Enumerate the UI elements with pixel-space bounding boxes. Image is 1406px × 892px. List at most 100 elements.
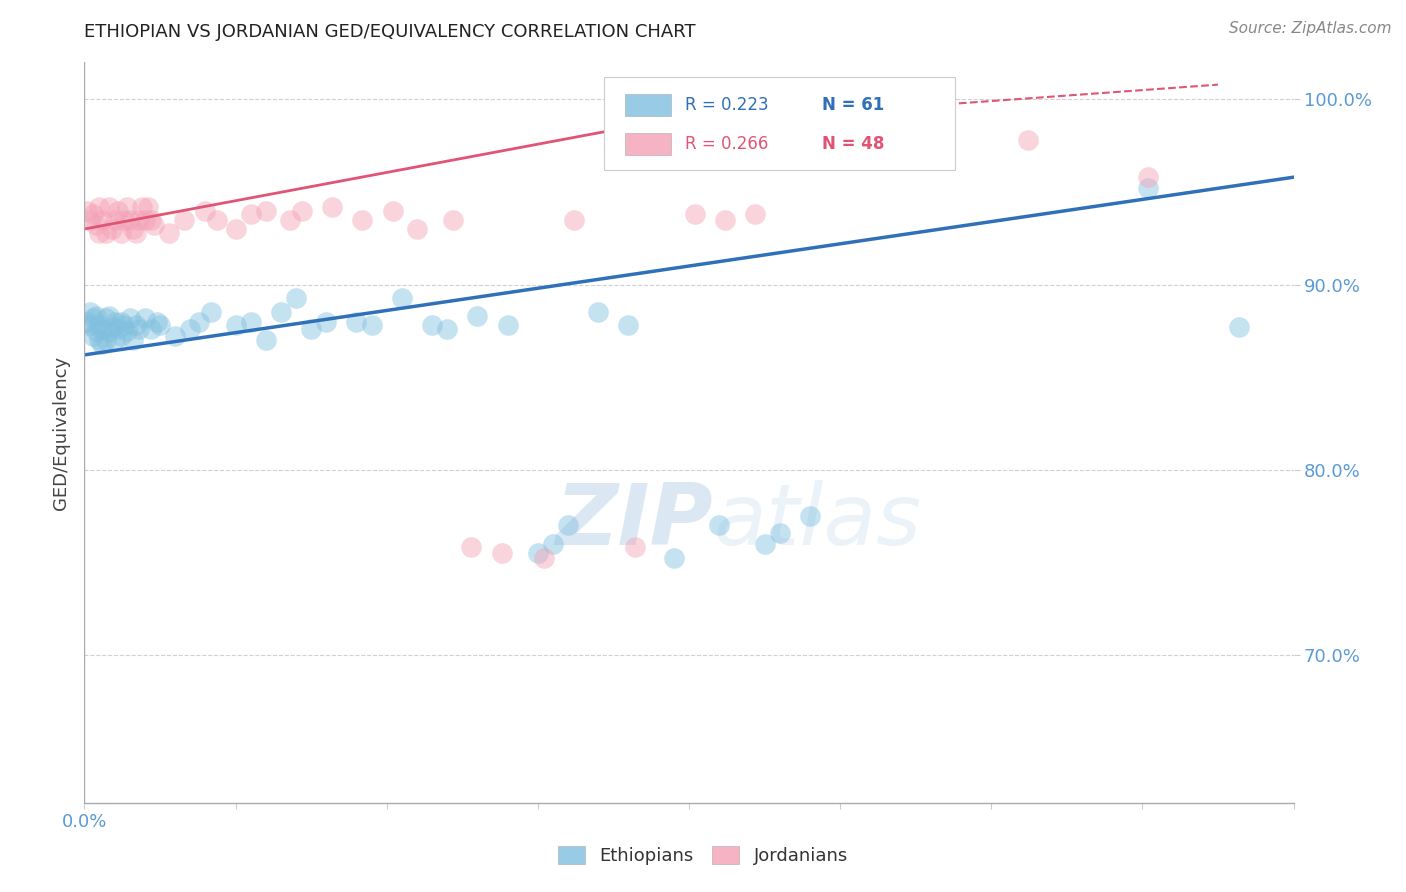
- Point: [104, 333, 127, 347]
- Point: [107, 322, 129, 336]
- Point: [157, 226, 180, 240]
- Point: [121, 333, 143, 347]
- Point: [94, 333, 117, 347]
- Text: R = 0.266: R = 0.266: [685, 135, 769, 153]
- Text: N = 61: N = 61: [823, 96, 884, 114]
- Point: [460, 541, 482, 555]
- Point: [104, 212, 127, 227]
- FancyBboxPatch shape: [624, 133, 671, 155]
- Point: [76, 203, 98, 218]
- Point: [381, 203, 404, 218]
- Point: [82, 207, 104, 221]
- Point: [254, 333, 277, 347]
- Point: [225, 222, 247, 236]
- Point: [239, 314, 262, 328]
- Point: [754, 536, 776, 550]
- Point: [115, 200, 138, 214]
- Point: [278, 212, 301, 227]
- Point: [76, 314, 98, 328]
- Point: [131, 200, 153, 214]
- Point: [112, 318, 135, 333]
- Point: [200, 305, 222, 319]
- Point: [128, 212, 150, 227]
- Point: [121, 222, 143, 236]
- Point: [352, 212, 374, 227]
- Point: [115, 324, 138, 338]
- Point: [1137, 170, 1160, 185]
- Point: [1017, 133, 1039, 147]
- Point: [714, 212, 737, 227]
- Point: [139, 212, 162, 227]
- Point: [346, 314, 368, 328]
- Point: [299, 322, 322, 336]
- Text: ETHIOPIAN VS JORDANIAN GED/EQUIVALENCY CORRELATION CHART: ETHIOPIAN VS JORDANIAN GED/EQUIVALENCY C…: [84, 23, 696, 41]
- Point: [86, 324, 108, 338]
- Point: [709, 518, 731, 533]
- Point: [79, 212, 101, 227]
- Point: [207, 212, 229, 227]
- Point: [149, 318, 172, 333]
- Point: [1137, 181, 1160, 195]
- Point: [91, 212, 114, 227]
- Point: [146, 314, 169, 328]
- Point: [86, 219, 108, 233]
- Point: [533, 551, 555, 566]
- Point: [360, 318, 382, 333]
- Point: [491, 546, 513, 560]
- Text: R = 0.223: R = 0.223: [685, 96, 769, 114]
- Point: [420, 318, 443, 333]
- Point: [142, 219, 165, 233]
- Point: [125, 318, 148, 333]
- Point: [128, 322, 150, 336]
- Point: [97, 309, 120, 323]
- Point: [179, 322, 201, 336]
- Point: [683, 207, 706, 221]
- Point: [97, 324, 120, 338]
- Point: [588, 305, 610, 319]
- Point: [94, 310, 117, 325]
- Text: N = 48: N = 48: [823, 135, 884, 153]
- Point: [89, 333, 111, 347]
- Point: [89, 318, 111, 333]
- Point: [165, 329, 187, 343]
- Point: [617, 318, 640, 333]
- Point: [86, 309, 108, 323]
- Point: [254, 203, 277, 218]
- Point: [173, 212, 195, 227]
- Point: [110, 226, 132, 240]
- Point: [110, 314, 132, 328]
- Point: [112, 212, 135, 227]
- Point: [89, 200, 111, 214]
- Point: [527, 546, 550, 560]
- Text: Source: ZipAtlas.com: Source: ZipAtlas.com: [1229, 21, 1392, 36]
- Point: [136, 200, 159, 214]
- Point: [134, 310, 156, 325]
- Point: [194, 203, 217, 218]
- FancyBboxPatch shape: [605, 78, 955, 169]
- Point: [285, 291, 308, 305]
- Point: [321, 200, 343, 214]
- Point: [82, 310, 104, 325]
- Point: [79, 318, 101, 333]
- Text: ZIP: ZIP: [555, 480, 713, 563]
- Point: [107, 203, 129, 218]
- Legend: Ethiopians, Jordanians: Ethiopians, Jordanians: [550, 837, 856, 874]
- Point: [118, 212, 141, 227]
- Point: [441, 212, 464, 227]
- Point: [799, 508, 821, 523]
- Point: [188, 314, 211, 328]
- Point: [104, 314, 127, 328]
- Point: [94, 226, 117, 240]
- Point: [100, 222, 122, 236]
- Point: [496, 318, 519, 333]
- Point: [1227, 320, 1250, 334]
- Point: [436, 322, 458, 336]
- Point: [225, 318, 247, 333]
- Point: [270, 305, 292, 319]
- Point: [118, 310, 141, 325]
- Point: [557, 518, 579, 533]
- Point: [239, 207, 262, 221]
- Point: [110, 329, 132, 343]
- Point: [744, 207, 766, 221]
- Text: atlas: atlas: [713, 480, 921, 563]
